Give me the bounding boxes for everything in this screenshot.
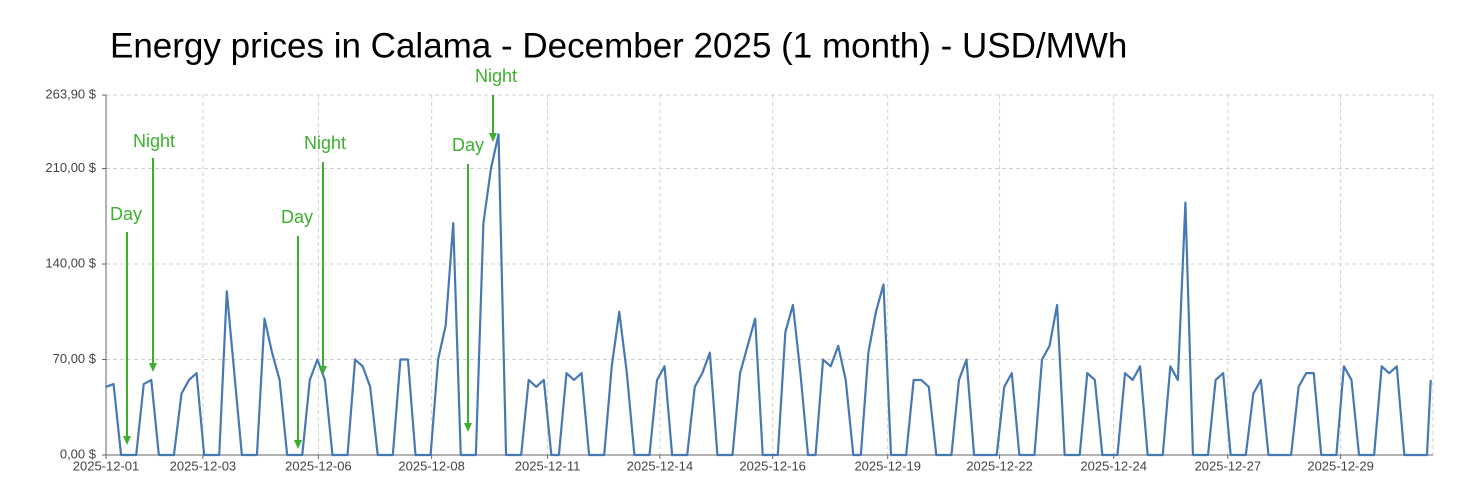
y-tick-label: 0,00 $ [60, 446, 97, 461]
annotation: Day [281, 207, 313, 227]
chart-title: Energy prices in Calama - December 2025 … [110, 26, 1127, 65]
arrow-head [123, 436, 131, 445]
x-tick-label: 2025-12-01 [73, 458, 140, 473]
x-tick-label: 2025-12-27 [1195, 458, 1262, 473]
annotation: Night [475, 66, 517, 86]
y-tick-label: 263,90 $ [45, 86, 96, 101]
y-tick-label: 140,00 $ [45, 255, 96, 270]
y-tick-label: 210,00 $ [45, 160, 96, 175]
arrow-head [464, 423, 472, 432]
x-tick-label: 2025-12-08 [398, 458, 465, 473]
x-tick-label: 2025-12-11 [515, 458, 581, 473]
x-tick-label: 2025-12-14 [627, 458, 694, 473]
x-tick-label: 2025-12-06 [285, 458, 352, 473]
annotations: Day Night Day Night Day Night [110, 66, 517, 449]
arrow-head [149, 363, 157, 372]
x-tick-label: 2025-12-16 [739, 458, 806, 473]
annotation: Day [452, 135, 484, 155]
y-tick-label: 70,00 $ [53, 351, 97, 366]
plot-area: 0,00 $ 70,00 $ 140,00 $ 210,00 $ 263,90 $ 202… [45, 86, 1434, 473]
x-tick-label: 2025-12-22 [966, 458, 1033, 473]
arrow-head [294, 440, 302, 449]
arrow-head [489, 133, 497, 142]
x-tick-label: 2025-12-24 [1080, 458, 1147, 473]
annotation: Day [110, 204, 142, 224]
annotation: Night [133, 131, 175, 151]
arrow-head [319, 366, 327, 375]
annotation: Night [304, 133, 346, 153]
x-tick-label: 2025-12-29 [1307, 458, 1374, 473]
price-line [105, 133, 1432, 457]
x-tick-label: 2025-12-03 [170, 458, 237, 473]
x-tick-label: 2025-12-19 [854, 458, 921, 473]
